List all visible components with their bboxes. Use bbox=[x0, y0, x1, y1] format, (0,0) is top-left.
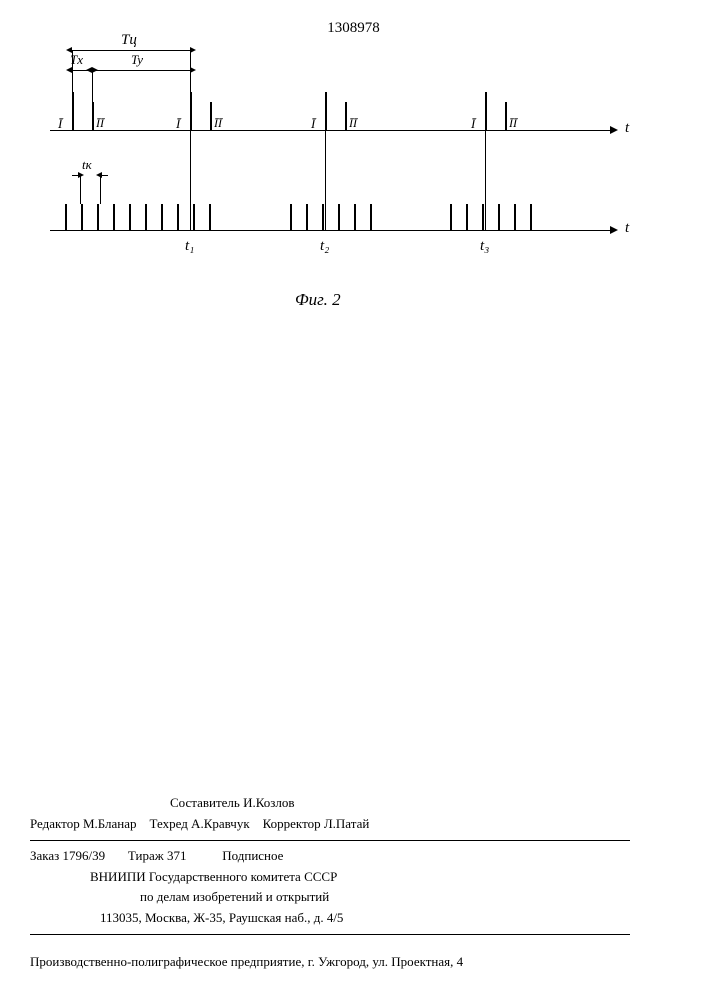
circulation: Тираж 371 bbox=[128, 848, 187, 863]
Tx-label: Tx bbox=[70, 52, 83, 68]
clock-pulse-0-8 bbox=[193, 204, 195, 230]
dim-Tc bbox=[72, 50, 190, 51]
t2-label: t₂ bbox=[320, 238, 329, 255]
compiler-line: Составитель И.Козлов bbox=[30, 793, 630, 814]
clock-pulse-0-5 bbox=[145, 204, 147, 230]
timing-diagram: tĪĪĪĪĪĪĪĪĪĪĪĪTцTxTyttкt₁t₂t₃ bbox=[30, 45, 650, 305]
corrector: Корректор Л.Патай bbox=[263, 816, 370, 831]
divider-1 bbox=[30, 840, 630, 841]
clock-pulse-0-1 bbox=[81, 204, 83, 230]
clock-pulse-0-7 bbox=[177, 204, 179, 230]
dim-Ty bbox=[92, 70, 190, 71]
upper-pulse-2-0 bbox=[92, 102, 94, 130]
clock-pulse-0-3 bbox=[113, 204, 115, 230]
footer-printer: Производственно-полиграфическое предприя… bbox=[30, 954, 463, 970]
clock-pulse-0-6 bbox=[161, 204, 163, 230]
upper-pulse-1-3 bbox=[485, 92, 487, 130]
label-II-1: ĪĪ bbox=[214, 116, 222, 131]
clock-pulse-1-5 bbox=[370, 204, 372, 230]
page-number: 1308978 bbox=[327, 20, 380, 37]
org2: по делам изобретений и открытий bbox=[30, 887, 630, 908]
Ty-label: Ty bbox=[131, 52, 143, 68]
clock-pulse-2-0 bbox=[450, 204, 452, 230]
lower-axis-arrow bbox=[610, 226, 618, 234]
Tc-label: Tц bbox=[121, 32, 137, 49]
org1: ВНИИПИ Государственного комитета СССР bbox=[30, 867, 630, 888]
clock-pulse-2-2 bbox=[482, 204, 484, 230]
label-I-3: Ī bbox=[471, 116, 475, 132]
editor: Редактор М.Бланар bbox=[30, 816, 137, 831]
upper-axis-arrow bbox=[610, 126, 618, 134]
t1-connector bbox=[190, 130, 191, 230]
upper-pulse-2-1 bbox=[210, 102, 212, 130]
credits-block: Составитель И.Козлов Редактор М.Бланар Т… bbox=[30, 793, 630, 940]
clock-pulse-2-3 bbox=[498, 204, 500, 230]
label-I-2: Ī bbox=[311, 116, 315, 132]
t2-connector bbox=[325, 130, 326, 230]
clock-pulse-0-9 bbox=[209, 204, 211, 230]
subscription: Подписное bbox=[222, 848, 283, 863]
figure-caption: Фиг. 2 bbox=[295, 290, 341, 310]
clock-pulse-2-4 bbox=[514, 204, 516, 230]
clock-pulse-1-0 bbox=[290, 204, 292, 230]
address: 113035, Москва, Ж-35, Раушская наб., д. … bbox=[30, 908, 630, 929]
label-I-0: Ī bbox=[58, 116, 62, 132]
upper-pulse-2-3 bbox=[505, 102, 507, 130]
tk-label: tк bbox=[82, 157, 92, 173]
t3-connector bbox=[485, 130, 486, 230]
clock-pulse-1-2 bbox=[322, 204, 324, 230]
t3-label: t₃ bbox=[480, 238, 489, 255]
label-II-3: ĪĪ bbox=[509, 116, 517, 131]
lower-t-label: t bbox=[625, 220, 629, 237]
label-II-0: ĪĪ bbox=[96, 116, 104, 131]
clock-pulse-0-0 bbox=[65, 204, 67, 230]
label-I-1: Ī bbox=[176, 116, 180, 132]
upper-pulse-2-2 bbox=[345, 102, 347, 130]
upper-pulse-1-0 bbox=[72, 92, 74, 130]
upper-axis bbox=[50, 130, 610, 131]
upper-pulse-1-2 bbox=[325, 92, 327, 130]
upper-pulse-1-1 bbox=[190, 92, 192, 130]
order: Заказ 1796/39 bbox=[30, 848, 105, 863]
label-II-2: ĪĪ bbox=[349, 116, 357, 131]
clock-pulse-2-5 bbox=[530, 204, 532, 230]
lower-axis bbox=[50, 230, 610, 231]
editor-line: Редактор М.Бланар Техред А.Кравчук Корре… bbox=[30, 814, 630, 835]
clock-pulse-2-1 bbox=[466, 204, 468, 230]
t1-label: t₁ bbox=[185, 238, 194, 255]
clock-pulse-0-2 bbox=[97, 204, 99, 230]
techred: Техред А.Кравчук bbox=[150, 816, 250, 831]
divider-2 bbox=[30, 934, 630, 935]
clock-pulse-0-4 bbox=[129, 204, 131, 230]
clock-pulse-1-3 bbox=[338, 204, 340, 230]
order-line: Заказ 1796/39 Тираж 371 Подписное bbox=[30, 846, 630, 867]
upper-t-label: t bbox=[625, 120, 629, 137]
clock-pulse-1-1 bbox=[306, 204, 308, 230]
clock-pulse-1-4 bbox=[354, 204, 356, 230]
